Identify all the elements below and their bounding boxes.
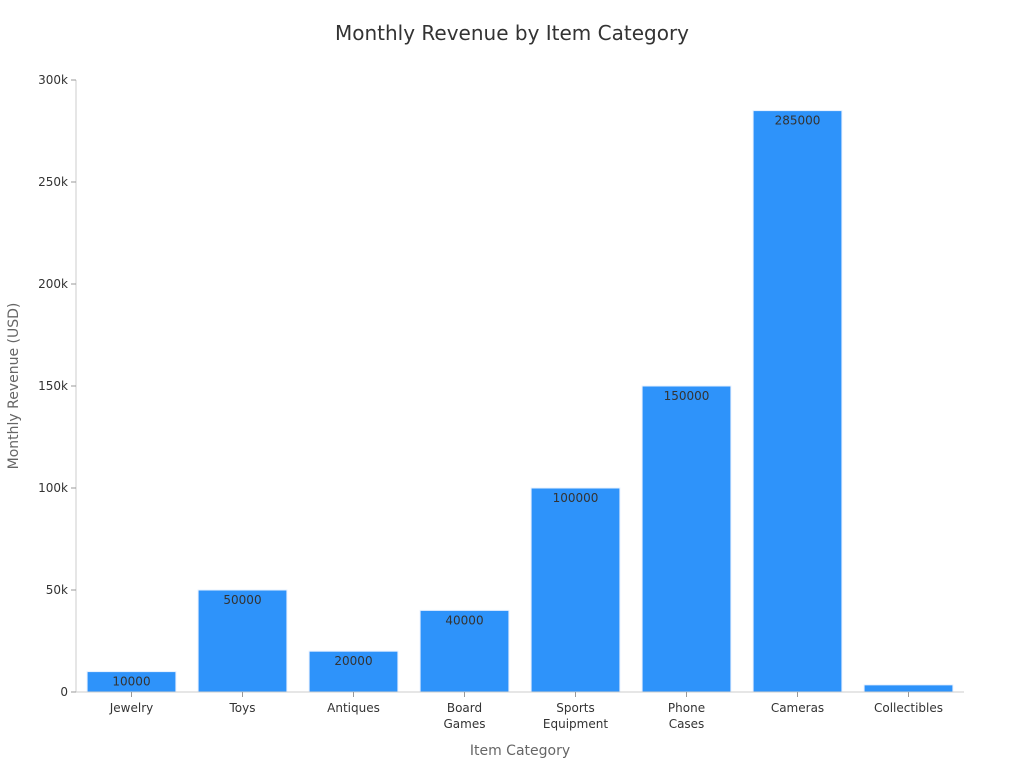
y-tick-label: 150k [38,379,68,393]
chart-title: Monthly Revenue by Item Category [335,21,689,45]
bar-phone-cases [641,385,732,693]
y-tick-label: 200k [38,277,68,291]
x-tick-label: Phone Cases [668,701,705,731]
x-axis: Jewelry Toys Antiques Board Games Sports Equip… [76,691,964,731]
bar-board-games [419,609,510,693]
y-tick-label: 250k [38,175,68,189]
x-axis-title: Item Category [470,743,570,759]
x-tick-label: Antiques [327,701,380,715]
data-label: 50000 [223,593,261,607]
data-label: 20000 [334,654,372,668]
x-tick-label: Board Games [444,701,486,731]
bar-toys [197,589,288,693]
x-tick-label: Cameras [771,701,824,715]
x-tick-label: Jewelry [109,701,154,715]
data-label: 10000 [112,675,150,689]
x-tick-label: Toys [229,701,256,715]
bars-group: 10000 50000 20000 40000 100000 150000 285000 [86,110,954,693]
y-tick-label: 100k [38,481,68,495]
y-tick-label: 300k [38,73,68,87]
data-label: 40000 [445,613,483,627]
bar-collectibles [863,684,954,693]
x-tick-label: Collectibles [874,701,943,715]
y-axis: 0 50k 100k 150k 200k 250k 300k [38,73,77,699]
bar-sports-equipment [530,487,621,693]
y-tick-label: 50k [46,583,68,597]
y-axis-title: Monthly Revenue (USD) [6,303,22,470]
data-label: 285000 [775,114,821,128]
data-label: 150000 [664,389,710,403]
bar-cameras [752,110,843,693]
y-tick-label: 0 [60,685,68,699]
x-tick-label: Sports Equipment [543,701,608,731]
data-label: 100000 [553,491,599,505]
bar-antiques [308,650,399,693]
